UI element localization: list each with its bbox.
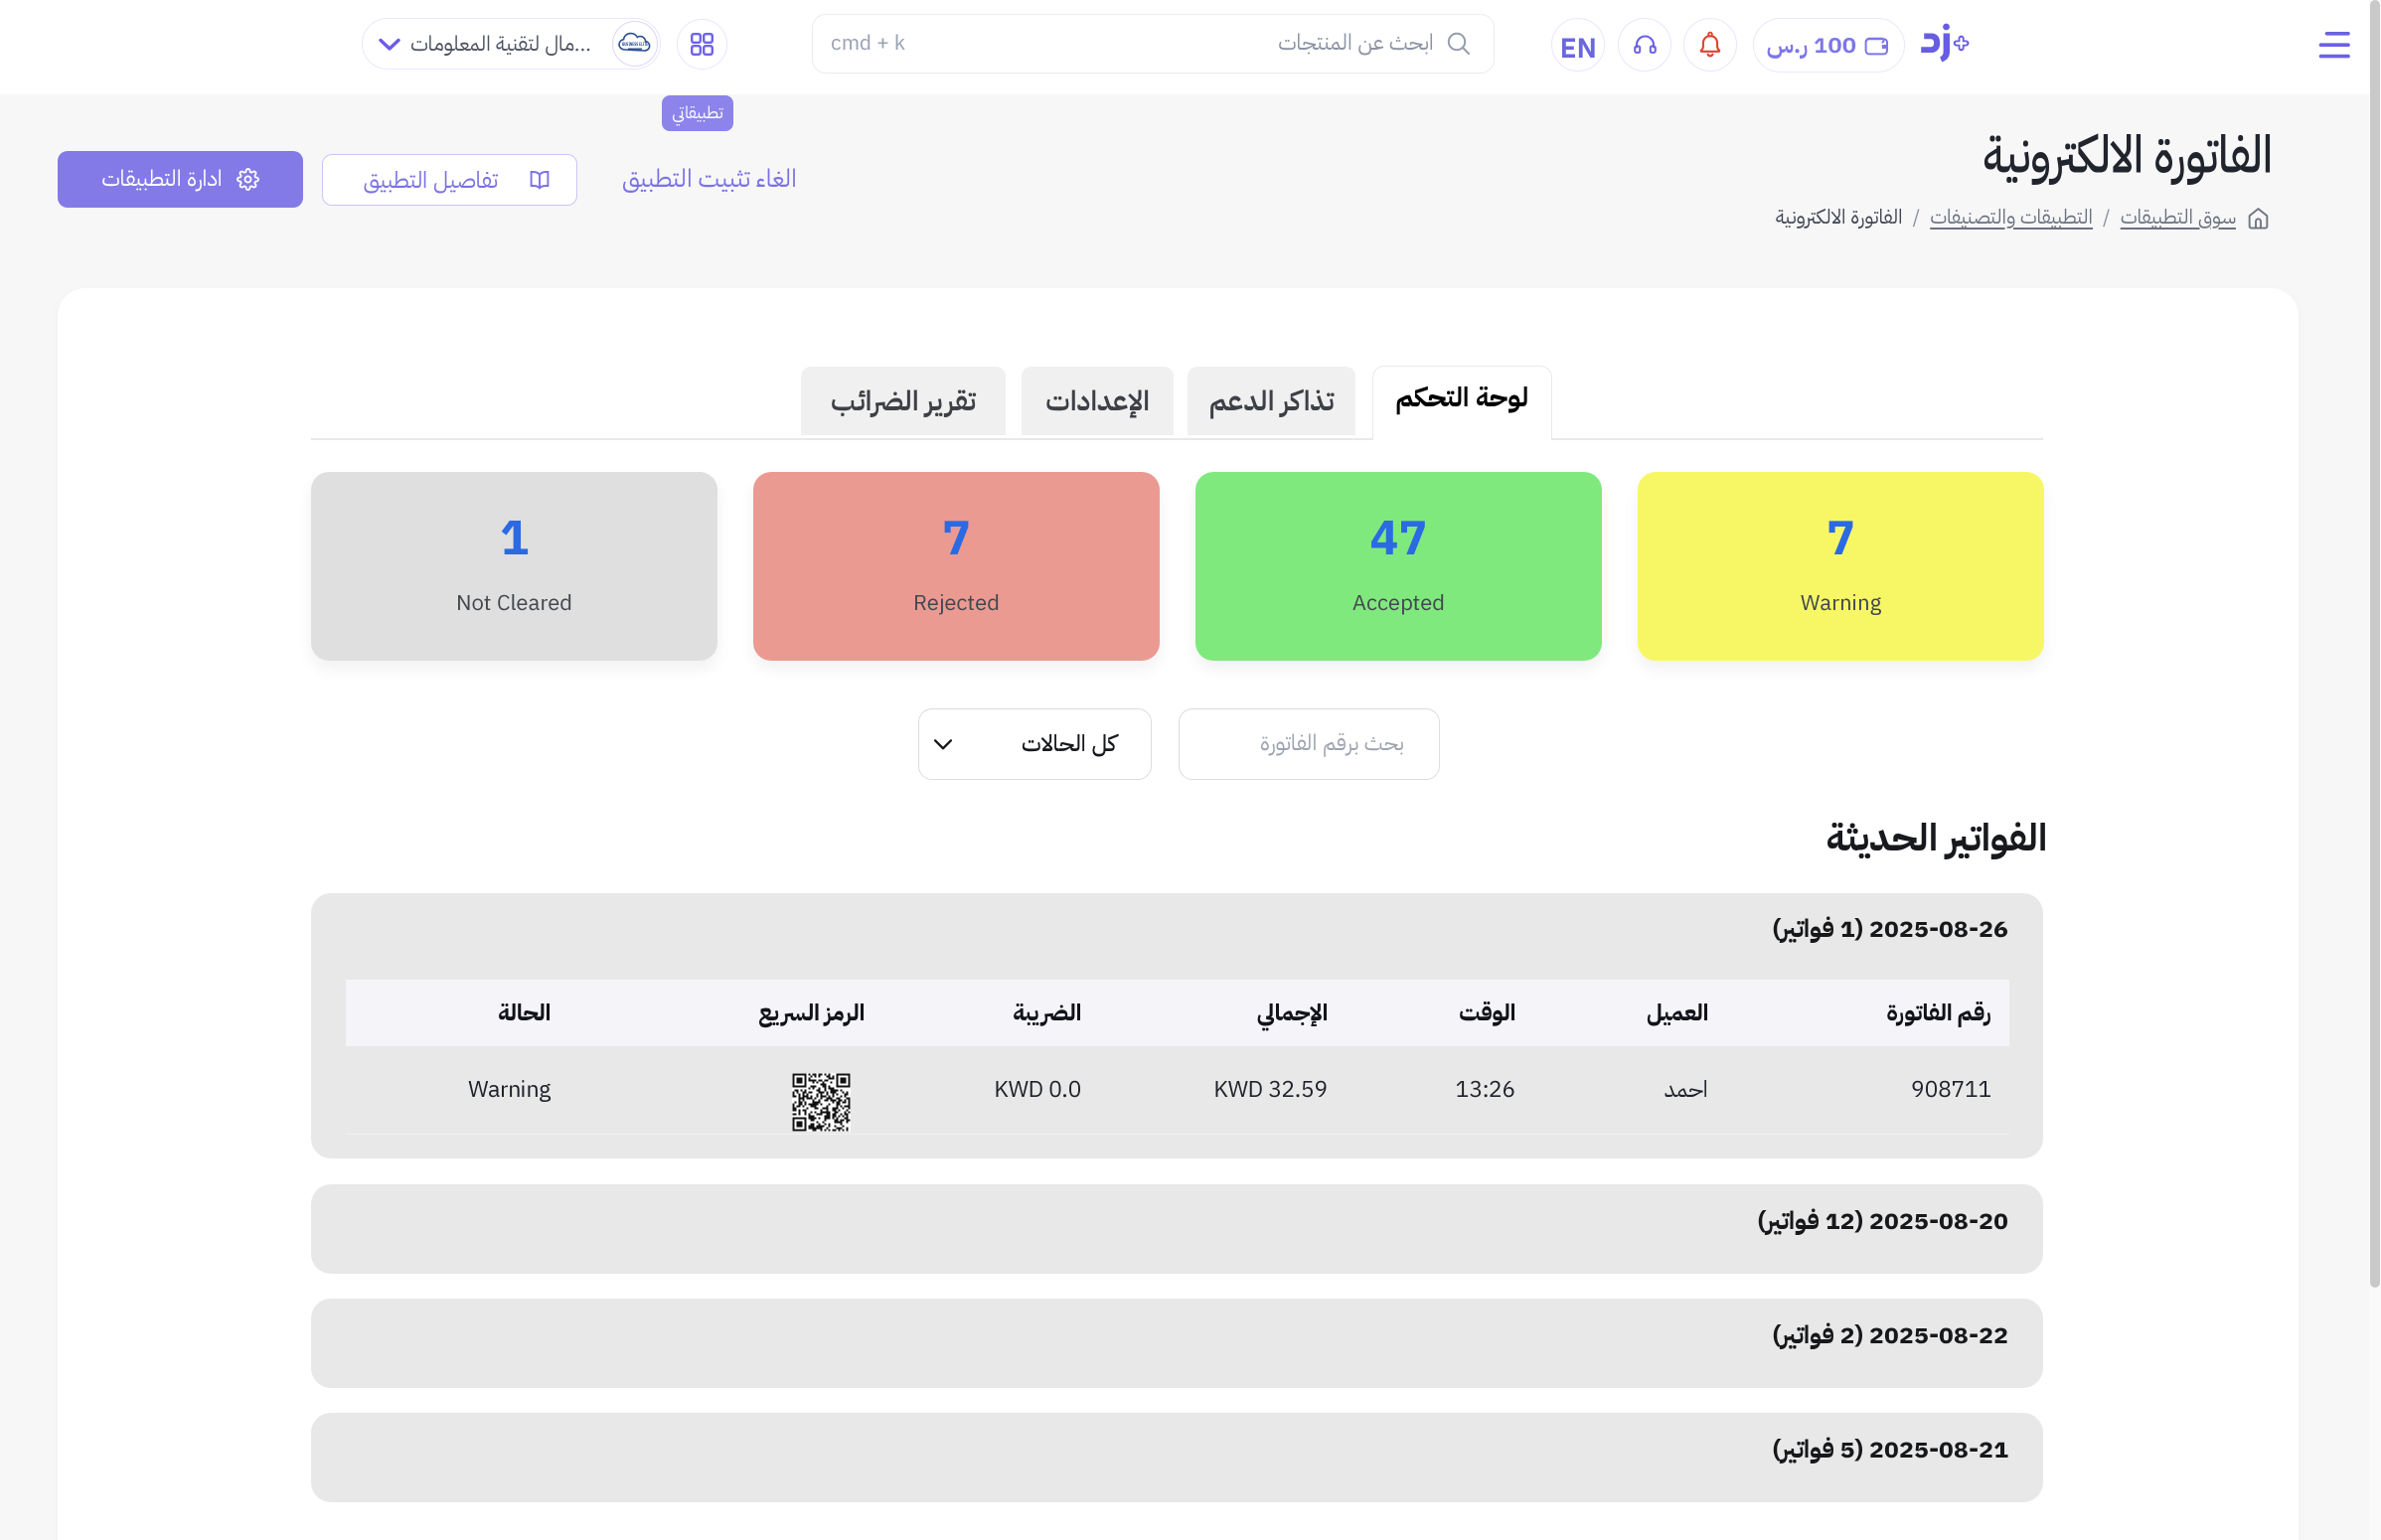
svg-text:BUSINESS ELITE: BUSINESS ELITE (622, 41, 648, 48)
